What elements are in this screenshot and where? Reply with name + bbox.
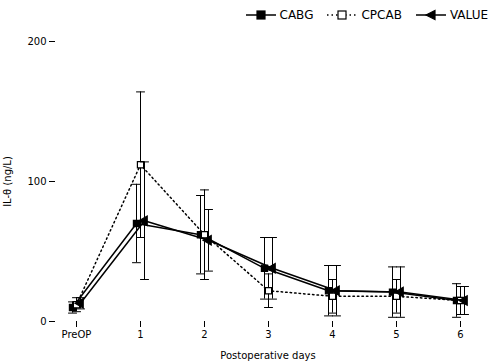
svg-text:3: 3: [265, 329, 271, 340]
html-text:CABG: CABG: [279, 8, 314, 22]
svg-text:PreOP: PreOP: [62, 329, 92, 340]
svg-text:100: 100: [27, 176, 46, 187]
svg-text:2: 2: [201, 329, 207, 340]
html-text:CPCAB: CPCAB: [361, 8, 402, 22]
svg-text:4: 4: [329, 329, 335, 340]
svg-text:Postoperative days: Postoperative days: [220, 350, 315, 361]
html-text:VALUE: VALUE: [449, 8, 488, 22]
svg-text:IL-θ (ng/L): IL-θ (ng/L): [2, 156, 13, 207]
svg-text:5: 5: [393, 329, 399, 340]
svg-text:0: 0: [40, 316, 46, 327]
svg-text:200: 200: [27, 36, 46, 47]
svg-text:6: 6: [457, 329, 463, 340]
svg-text:1: 1: [137, 329, 143, 340]
